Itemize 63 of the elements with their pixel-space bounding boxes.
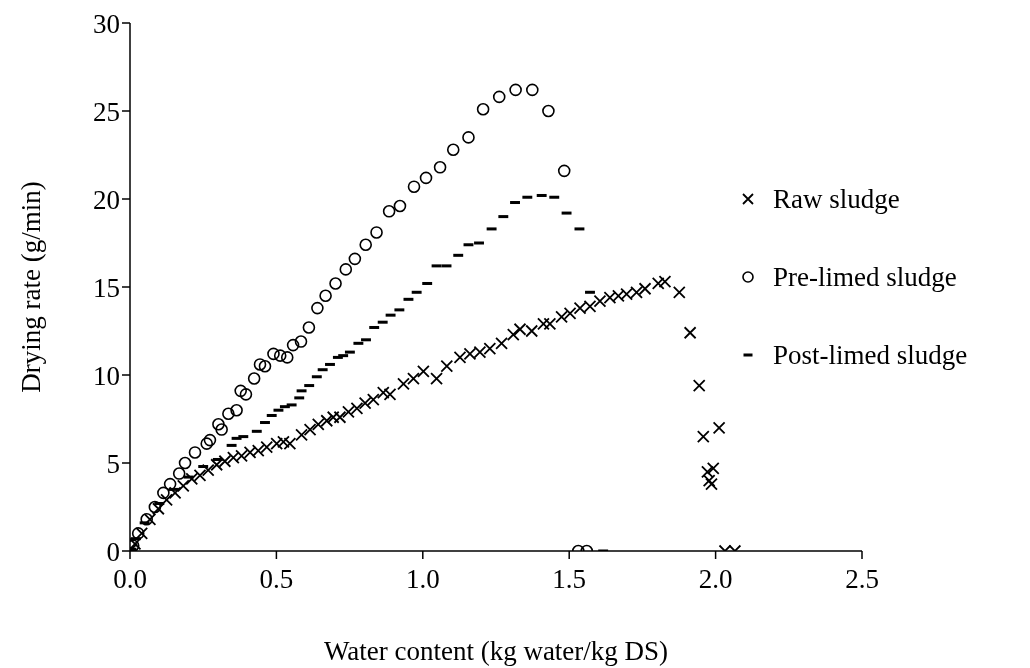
point: [234, 384, 247, 398]
point: [253, 358, 267, 371]
point: [230, 403, 243, 417]
point: [178, 456, 192, 470]
point: [329, 277, 342, 290]
point: [163, 477, 177, 491]
point: [382, 205, 396, 218]
point: [339, 263, 353, 276]
point: [200, 437, 214, 450]
y-tick-label: 25: [93, 96, 120, 127]
point: [258, 359, 272, 373]
point: [273, 349, 287, 362]
y-tick-label: 10: [93, 360, 120, 391]
y-tick-label: 5: [106, 448, 120, 479]
point: [526, 83, 539, 97]
point: [239, 388, 253, 401]
point: [557, 164, 571, 178]
point: [370, 226, 383, 239]
x-tick-label: 2.0: [698, 564, 733, 595]
point: [446, 143, 460, 157]
point: [188, 446, 202, 459]
point: [222, 407, 235, 421]
x-axis-title: Water content (kg water/kg DS): [323, 636, 669, 666]
point: [215, 423, 228, 436]
point: [393, 199, 407, 213]
y-tick-label: 15: [93, 272, 120, 303]
legend-label: Pre-limed sludge: [773, 261, 957, 293]
point: [294, 335, 308, 348]
point: [212, 417, 225, 431]
point: [419, 171, 433, 185]
point: [509, 83, 522, 97]
legend-label: Raw sludge: [773, 183, 900, 215]
point: [542, 104, 555, 118]
x-tick-label: 0.0: [113, 564, 147, 595]
y-tick-label: 20: [93, 184, 120, 215]
point: [172, 467, 186, 480]
point: [407, 180, 421, 193]
y-tick-label: 30: [93, 8, 120, 39]
point: [311, 301, 324, 315]
x-tick-label: 2.5: [845, 564, 879, 595]
point: [348, 252, 362, 266]
point: [131, 527, 145, 540]
y-axis-title: Drying rate (g/min): [15, 181, 46, 393]
point: [247, 372, 261, 385]
point: [286, 338, 300, 352]
x-tick-label: 1.0: [405, 564, 440, 595]
point: [462, 131, 475, 144]
point: [319, 289, 332, 303]
x-tick-label: 1.5: [552, 564, 587, 595]
point: [140, 513, 153, 526]
point: [267, 347, 280, 361]
point: [433, 161, 447, 174]
point: [492, 90, 506, 104]
point: [302, 321, 316, 334]
point: [148, 500, 162, 514]
x-tick-label: 0.5: [259, 564, 294, 595]
point: [476, 102, 490, 116]
point: [203, 433, 217, 447]
legend-label: Post-limed sludge: [773, 339, 968, 371]
y-tick-label: 0: [106, 536, 120, 567]
point: [359, 238, 372, 252]
point: [157, 486, 170, 500]
point: [280, 351, 294, 364]
